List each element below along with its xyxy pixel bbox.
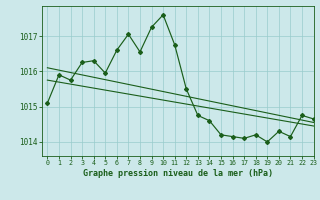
X-axis label: Graphe pression niveau de la mer (hPa): Graphe pression niveau de la mer (hPa) — [83, 169, 273, 178]
